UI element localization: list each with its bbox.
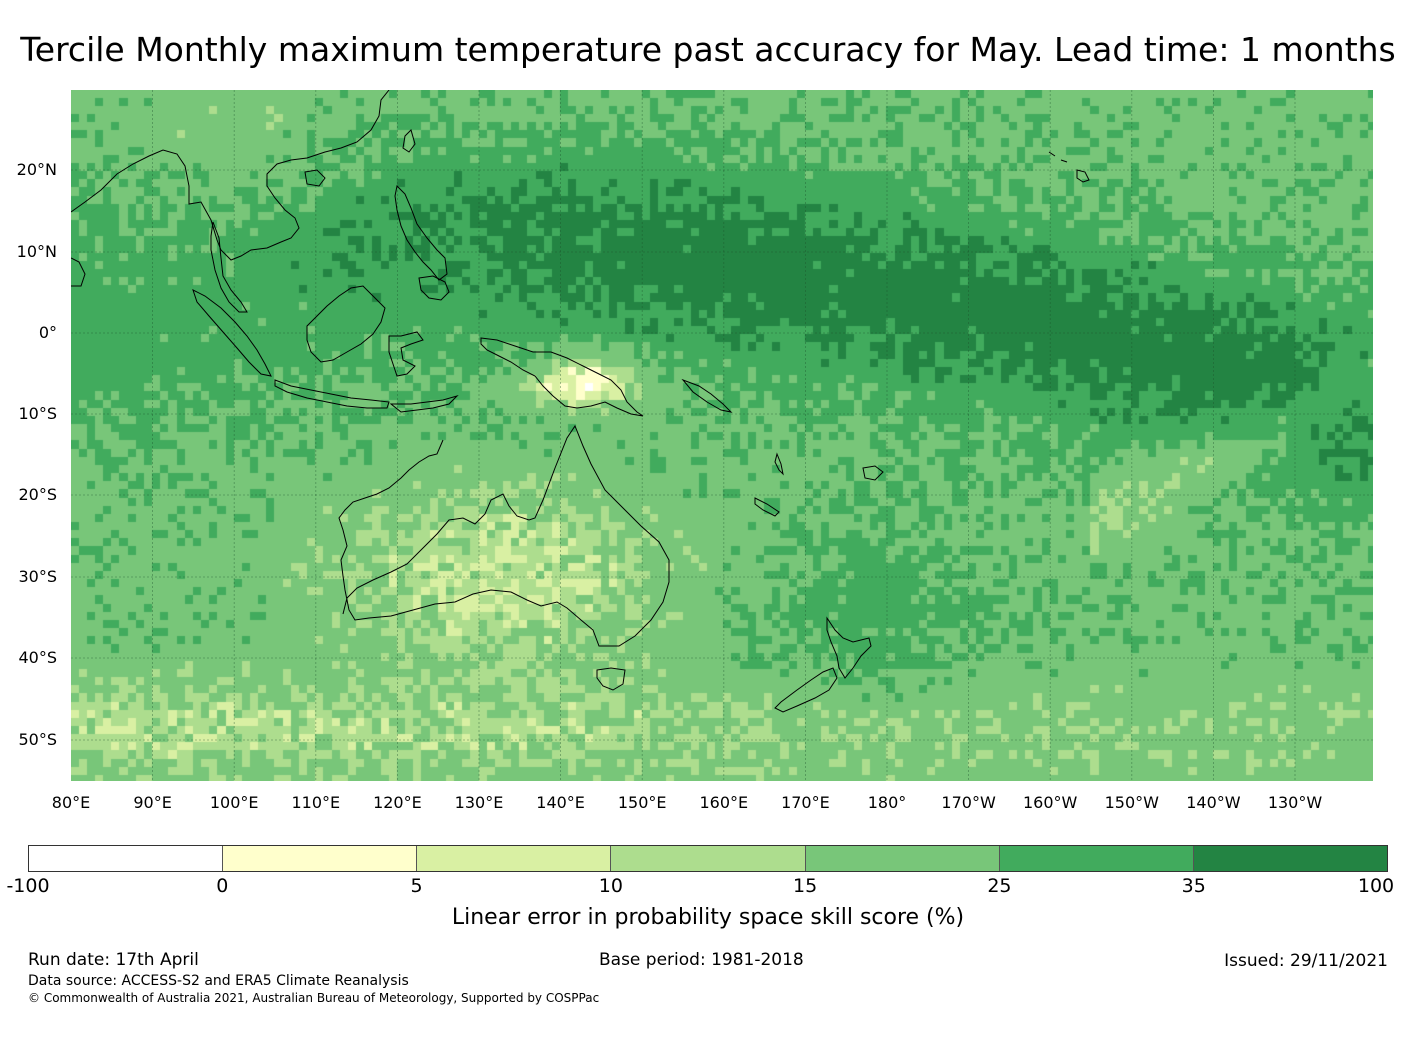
lat-label: 0° (38, 323, 57, 342)
map-title: Tercile Monthly maximum temperature past… (20, 30, 1396, 69)
lon-label: 150°E (617, 793, 667, 812)
map-overlay (71, 90, 1373, 781)
lat-label: 30°S (18, 567, 57, 586)
lat-label: 20°S (18, 485, 57, 504)
lon-label: 140°E (536, 793, 585, 812)
colorbar-segment (611, 846, 806, 871)
coastline-java (274, 379, 390, 409)
colorbar-tick-label: -100 (6, 875, 50, 897)
coastline-australia (338, 424, 670, 647)
skill-score-field (71, 90, 1373, 781)
coastline-taiwan (402, 129, 416, 153)
coastline-hawaii (1048, 151, 1090, 183)
coastline-malay-peninsula (210, 221, 248, 313)
copyright: © Commonwealth of Australia 2021, Austra… (28, 991, 600, 1005)
coastline-hainan (304, 169, 326, 187)
colorbar-segment (223, 846, 418, 871)
lon-label: 160°W (1023, 793, 1078, 812)
colorbar-tick-label: 35 (1181, 875, 1206, 897)
colorbar-segment (999, 846, 1194, 871)
colorbar-segment (417, 846, 612, 871)
base-period: Base period: 1981-2018 (599, 950, 804, 970)
coastline-borneo (306, 285, 386, 363)
coastline-fiji (862, 465, 884, 481)
colorbar-segment (1193, 846, 1387, 871)
coastlines (71, 90, 1090, 713)
lat-label: 10°S (18, 404, 57, 423)
coastline-philippines (394, 184, 448, 281)
colorbar-tick-label: 10 (598, 875, 623, 897)
lon-label: 120°E (373, 793, 422, 812)
colorbar-tick-label: 0 (216, 875, 229, 897)
colorbar-tick-label: 15 (793, 875, 818, 897)
colorbar (28, 845, 1388, 872)
lon-label: 180° (867, 793, 907, 812)
lon-label: 110°E (291, 793, 341, 812)
data-source: Data source: ACCESS-S2 and ERA5 Climate … (28, 973, 409, 989)
lon-label: 130°E (454, 793, 504, 812)
colorbar-label: Linear error in probability space skill … (451, 905, 965, 930)
coastline-solomon-islands (681, 378, 733, 413)
lon-label: 170°E (781, 793, 830, 812)
lat-label: 20°N (16, 160, 57, 179)
coastline-vanuatu (774, 452, 784, 476)
coastline-mindanao (418, 275, 450, 301)
lon-label: 130°W (1267, 793, 1323, 812)
lon-label: 140°W (1186, 793, 1241, 812)
lat-label: 40°S (18, 648, 57, 667)
colorbar-tick-label: 5 (410, 875, 423, 897)
colorbar-segment (805, 846, 1000, 871)
coastline-lesser-sunda (389, 394, 459, 413)
coastline-nz-north (826, 616, 872, 679)
coastline-sulawesi (388, 331, 424, 377)
lon-label: 90°E (133, 793, 172, 812)
coastline-tasmania (596, 667, 626, 691)
coastline-new-guinea (480, 337, 644, 417)
coastline-new-caledonia (754, 497, 780, 517)
colorbar-tick-label: 100 (1357, 875, 1395, 897)
graticule (71, 90, 1373, 781)
lon-label: 160°E (699, 793, 749, 812)
lon-label: 80°E (51, 793, 91, 812)
lat-label: 10°N (16, 242, 57, 261)
run-date: Run date: 17th April (28, 950, 199, 970)
lon-label: 150°W (1104, 793, 1159, 812)
coastline-se-asia (71, 90, 390, 261)
coastline-sumatra (192, 289, 272, 377)
colorbar-tick-label: 25 (987, 875, 1012, 897)
coastline-sri-lanka (71, 257, 86, 287)
skill-score-map (71, 90, 1373, 781)
colorbar-segment (29, 846, 224, 871)
issued-date: Issued: 29/11/2021 (1224, 951, 1388, 971)
lon-label: 170°W (941, 793, 996, 812)
lon-label: 100°E (209, 793, 259, 812)
lat-label: 50°S (18, 730, 57, 749)
coastline-nz-south (774, 667, 838, 713)
